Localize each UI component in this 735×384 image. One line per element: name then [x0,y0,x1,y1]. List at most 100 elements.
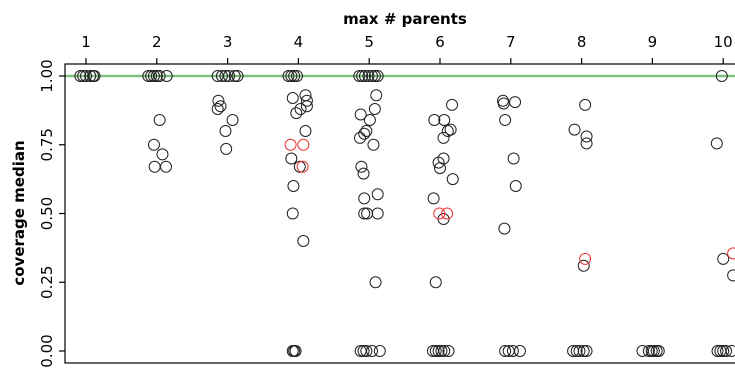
data-point [580,130,593,143]
data-point [361,207,374,220]
data-points [74,70,735,357]
data-point [293,160,306,173]
y-tick-label: 0.00 [38,334,56,367]
data-point [720,345,733,357]
data-point [727,269,735,282]
y-tick-label: 0.25 [38,266,56,299]
data-point [147,138,160,151]
data-point [357,167,370,180]
data-point [509,180,522,192]
data-point [366,70,379,82]
data-point [428,114,441,126]
data-point [84,70,97,82]
data-point [358,192,371,205]
data-point [145,70,158,82]
data-point [438,345,451,357]
data-point [710,137,723,150]
data-point [509,96,522,109]
data-point [366,345,379,357]
data-point [437,131,450,144]
data-point [214,100,227,113]
x-axis: 1 2 3 4 5 6 7 8 9 10 [81,33,733,64]
y-axis: 0.00 0.25 0.50 0.75 1.00 [38,59,65,368]
data-point [580,345,593,357]
data-point [290,70,303,82]
data-point [647,345,660,357]
data-point [300,94,313,107]
data-point [297,235,310,247]
data-point [432,345,445,357]
data-point [211,103,224,115]
x-tick-label: 2 [152,33,162,51]
data-point [74,70,87,82]
data-point [579,98,592,111]
data-point [147,70,160,82]
data-point [577,259,590,272]
data-point [160,70,173,82]
highlight-point [433,207,446,220]
data-point [156,148,169,161]
data-point [300,100,313,113]
highlight-point [297,138,310,151]
x-tick-label: 7 [506,33,516,51]
data-point [358,70,371,82]
data-point [368,70,381,82]
data-point [717,252,730,265]
data-point [358,127,371,140]
data-point [288,70,301,82]
data-point [432,156,445,169]
data-point [725,345,735,357]
data-point [219,125,232,137]
data-point [499,114,512,126]
data-point [371,207,384,220]
data-point [570,345,583,357]
data-point [715,70,728,82]
data-point [498,222,511,235]
data-point [285,70,298,82]
data-point [88,70,101,82]
data-point [367,138,380,151]
data-point [441,125,454,137]
data-point [353,131,366,144]
data-point [148,160,161,173]
data-point [446,98,459,111]
data-point [212,94,225,107]
data-point [371,70,384,82]
data-point [717,345,730,357]
data-point [369,276,382,289]
data-point [514,345,527,357]
x-axis-title: max # parents [343,10,467,28]
data-point [153,114,166,126]
highlight-point [579,252,592,265]
data-point [427,192,440,205]
data-point [429,276,442,289]
data-point [231,70,244,82]
plot-frame [64,63,735,364]
data-point [219,70,232,82]
data-point [356,70,369,82]
x-tick-label: 4 [294,33,304,51]
data-point [294,103,307,115]
data-point [153,70,166,82]
data-point [228,70,241,82]
data-point [362,70,375,82]
data-point [80,70,92,82]
data-point [363,114,376,126]
data-point [285,152,298,165]
data-point [290,107,303,120]
data-point [357,345,370,357]
data-point [286,207,299,220]
x-tick-label: 9 [648,33,658,51]
data-point [580,137,593,150]
data-point [289,345,302,357]
data-point [371,188,384,201]
data-point [446,173,459,186]
data-point [442,345,455,357]
data-point [499,345,512,357]
data-point [429,345,442,357]
x-tick-label: 5 [364,33,374,51]
data-point [282,70,295,82]
x-tick-label: 10 [714,33,733,51]
data-point [226,114,239,126]
